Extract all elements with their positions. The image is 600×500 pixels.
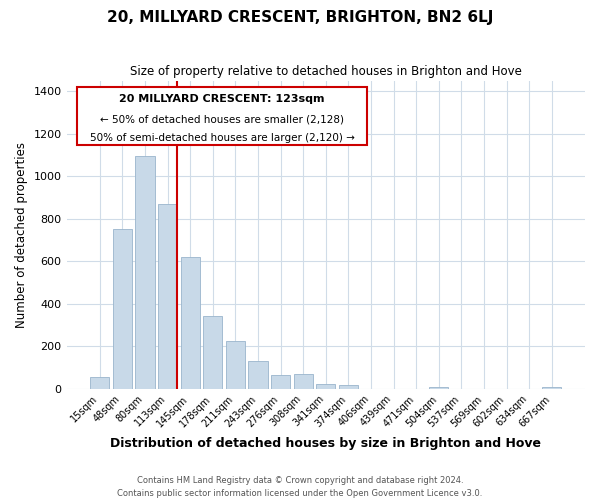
Title: Size of property relative to detached houses in Brighton and Hove: Size of property relative to detached ho… — [130, 65, 522, 78]
Bar — [316, 384, 335, 389]
X-axis label: Distribution of detached houses by size in Brighton and Hove: Distribution of detached houses by size … — [110, 437, 541, 450]
Bar — [293, 374, 313, 389]
Bar — [90, 377, 109, 389]
Bar — [203, 316, 223, 389]
Text: ← 50% of detached houses are smaller (2,128): ← 50% of detached houses are smaller (2,… — [100, 114, 344, 124]
Y-axis label: Number of detached properties: Number of detached properties — [15, 142, 28, 328]
Bar — [181, 257, 200, 389]
Bar — [136, 156, 155, 389]
Text: Contains HM Land Registry data © Crown copyright and database right 2024.
Contai: Contains HM Land Registry data © Crown c… — [118, 476, 482, 498]
Bar — [339, 385, 358, 389]
Text: 20, MILLYARD CRESCENT, BRIGHTON, BN2 6LJ: 20, MILLYARD CRESCENT, BRIGHTON, BN2 6LJ — [107, 10, 493, 25]
Bar — [542, 387, 562, 389]
Text: 50% of semi-detached houses are larger (2,120) →: 50% of semi-detached houses are larger (… — [89, 133, 355, 143]
FancyBboxPatch shape — [77, 86, 367, 146]
Bar — [226, 341, 245, 389]
Bar — [113, 230, 132, 389]
Text: 20 MILLYARD CRESCENT: 123sqm: 20 MILLYARD CRESCENT: 123sqm — [119, 94, 325, 104]
Bar — [429, 387, 448, 389]
Bar — [271, 375, 290, 389]
Bar — [158, 204, 177, 389]
Bar — [248, 361, 268, 389]
